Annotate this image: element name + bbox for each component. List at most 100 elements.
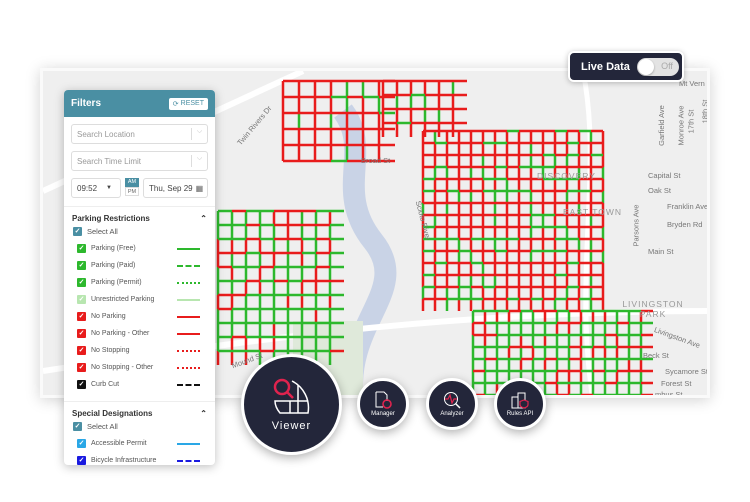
legend-line [177, 366, 200, 369]
checkbox[interactable]: ✓ [73, 227, 82, 236]
pm-option[interactable]: PM [125, 187, 139, 196]
am-pm-toggle[interactable]: AM PM [125, 178, 139, 198]
chevron-up-icon[interactable]: ⌃ [200, 409, 207, 418]
filter-item[interactable]: ✓ Parking (Permit) [64, 274, 215, 291]
placeholder: Search Time Limit [77, 156, 142, 166]
filter-item[interactable]: ✓ No Parking [64, 308, 215, 325]
section-title: Special Designations [72, 409, 153, 418]
section-header[interactable]: Special Designations ⌃ [64, 409, 215, 418]
select-all-checkbox[interactable]: ✓ Select All [64, 418, 215, 435]
map-label: Capital St [648, 171, 681, 180]
date-picker[interactable]: Thu, Sep 29 ▦ [143, 178, 208, 198]
checkbox[interactable]: ✓ [77, 312, 86, 321]
checkbox[interactable]: ✓ [77, 346, 86, 355]
chevron-down-icon[interactable]: ⌵ [191, 128, 207, 140]
highway [580, 71, 595, 395]
map-label: 18th St [700, 99, 710, 124]
refresh-icon: ⟳ [172, 100, 179, 108]
checkbox[interactable]: ✓ [77, 261, 86, 270]
map-label: Franklin Ave [667, 202, 709, 211]
magnifier-pulse-icon [444, 392, 461, 409]
viewer-button[interactable]: Viewer [241, 354, 342, 455]
calendar-icon: ▦ [195, 183, 204, 193]
chevron-down-icon[interactable]: ⌵ [191, 155, 207, 167]
item-label: No Stopping - Other [91, 364, 154, 371]
item-label: Bicycle Infrastructure [91, 457, 157, 464]
item-label: No Parking - Other [91, 330, 150, 337]
item-label: Parking (Free) [91, 245, 136, 252]
checkbox[interactable]: ✓ [77, 456, 86, 465]
filter-item[interactable]: ✓ Parking (Free) [64, 240, 215, 257]
map-label: LIVINGSTON PARK [622, 299, 684, 319]
reset-label: RESET [180, 100, 204, 107]
am-option[interactable]: AM [125, 178, 139, 187]
manager-button[interactable]: Manager [357, 378, 409, 430]
map-label: mbus St [655, 390, 683, 398]
map-label: Garfield Ave [656, 105, 666, 146]
map-label: Beck St [643, 351, 669, 360]
filters-header: Filters ⟳ RESET [64, 90, 215, 117]
filter-item[interactable]: ✓ Accessible Permit [64, 435, 215, 452]
checkbox[interactable]: ✓ [77, 380, 86, 389]
rules-api-button[interactable]: Rules API [494, 378, 546, 430]
checkbox[interactable]: ✓ [77, 278, 86, 287]
item-label: Select All [87, 227, 118, 236]
time-picker[interactable]: 09:52 ▼ [71, 178, 121, 198]
legend-line [177, 298, 200, 301]
legend-line [177, 264, 200, 267]
map-label: DISCOVERY [537, 171, 596, 181]
street-layer [43, 71, 707, 395]
chevron-up-icon[interactable]: ⌃ [200, 214, 207, 223]
item-label: Accessible Permit [91, 440, 147, 447]
placeholder: Search Location [77, 129, 135, 139]
live-data-label: Live Data [581, 60, 630, 73]
rules-api-label: Rules API [506, 411, 534, 417]
filter-item[interactable]: ✓ No Stopping [64, 342, 215, 359]
legend-line [177, 459, 200, 462]
select-all-checkbox[interactable]: ✓ Select All [64, 223, 215, 240]
map-label: EAST TOWN [563, 207, 623, 217]
filter-section: Special Designations ⌃ ✓ Select All ✓ Accessi… [64, 401, 215, 465]
legend-line [177, 315, 200, 318]
map-label: Mt Vern [679, 79, 705, 88]
filter-item[interactable]: ✓ Bicycle Infrastructure [64, 452, 215, 465]
filter-item[interactable]: ✓ No Stopping - Other [64, 359, 215, 376]
map-label: Oak St [648, 186, 671, 195]
analyzer-button[interactable]: Analyzer [426, 378, 478, 430]
map-label: Broad St [361, 156, 391, 165]
checkbox[interactable]: ✓ [77, 439, 86, 448]
checkbox[interactable]: ✓ [77, 295, 86, 304]
filter-item[interactable]: ✓ Unrestricted Parking [64, 291, 215, 308]
checkbox[interactable]: ✓ [77, 363, 86, 372]
item-label: Unrestricted Parking [91, 296, 155, 303]
filter-section: Parking Restrictions ⌃ ✓ Select All ✓ Parking… [64, 206, 215, 393]
item-label: Parking (Paid) [91, 262, 136, 269]
checkbox[interactable]: ✓ [73, 422, 82, 431]
search-time-limit-input[interactable]: Search Time Limit ⌵ [71, 151, 208, 171]
legend-line [177, 383, 200, 386]
legend-line [177, 349, 200, 352]
map-label: Bryden Rd [667, 220, 703, 229]
checkbox[interactable]: ✓ [77, 244, 86, 253]
filter-item[interactable]: ✓ Curb Cut [64, 376, 215, 393]
item-label: Parking (Permit) [91, 279, 142, 286]
map-label: Forest St [661, 379, 692, 388]
document-gear-icon [375, 391, 392, 409]
map-search-icon [273, 378, 309, 414]
item-label: Select All [87, 422, 118, 431]
filter-item[interactable]: ✓ Parking (Paid) [64, 257, 215, 274]
item-label: No Parking [91, 313, 126, 320]
map-label: Main St [648, 247, 674, 256]
live-data-toggle[interactable]: Off [636, 57, 679, 76]
filters-panel: Filters ⟳ RESET Search Location ⌵ Search T… [64, 90, 215, 465]
map-label: 17th St [686, 109, 696, 134]
reset-button[interactable]: ⟳ RESET [168, 97, 208, 110]
viewer-label: Viewer [271, 420, 312, 432]
filter-item[interactable]: ✓ No Parking - Other [64, 325, 215, 342]
legend-line [177, 442, 200, 445]
filters-title: Filters [71, 98, 102, 109]
checkbox[interactable]: ✓ [77, 329, 86, 338]
section-header[interactable]: Parking Restrictions ⌃ [64, 214, 215, 223]
search-location-input[interactable]: Search Location ⌵ [71, 124, 208, 144]
buildings-shield-icon [511, 392, 529, 409]
